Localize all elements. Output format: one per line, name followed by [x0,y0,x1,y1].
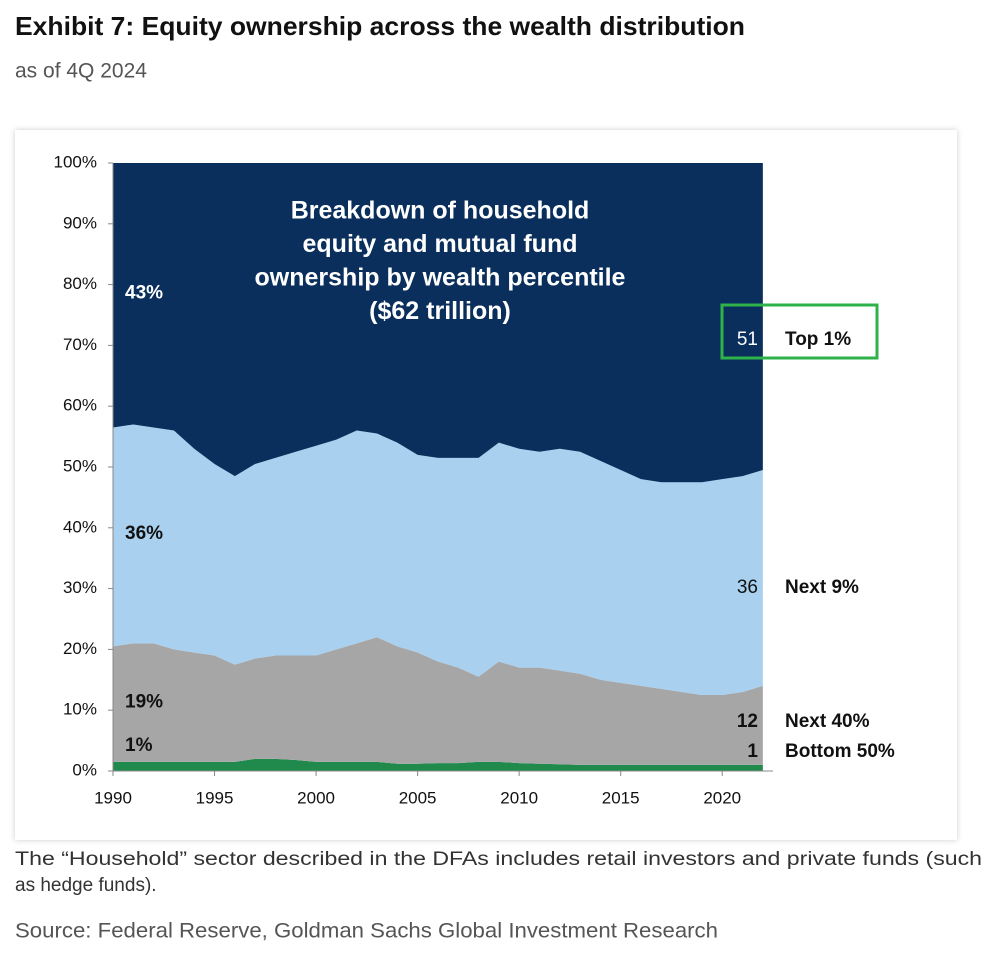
legend-label: Next 9% [785,577,859,598]
y-tick-label: 0% [72,760,97,779]
area [113,163,763,483]
y-tick-label: 30% [63,578,97,597]
start-label: 43% [125,283,163,304]
x-tick-label: 2000 [297,788,335,807]
end-value-label: 36 [737,577,758,598]
annotation: equity and mutual fund [303,230,578,258]
y-tick-label: 90% [63,213,97,232]
y-tick-label: 80% [63,274,97,293]
plot: 1% 1 Bottom 50% 19% 12 Next 40% 36% 36 Next 9% 43… [54,152,895,807]
source: Source: Federal Reserve, Goldman Sachs G… [15,920,718,943]
area [113,424,763,695]
end-value-label: 1 [747,741,758,762]
y-tick-label: 10% [63,700,97,719]
end-value-label: 12 [737,711,758,732]
x-tick-label: 1990 [94,788,132,807]
legend-label: Next 40% [785,711,870,732]
annotation: Breakdown of household [291,197,590,225]
chart-title: Exhibit 7: Equity ownership across the w… [15,11,745,41]
annotation: ($62 trillion) [369,297,511,325]
annotation: ownership by wealth percentile [255,264,626,292]
x-tick-label: 2010 [500,788,538,807]
x-tick-label: 2015 [602,788,640,807]
x-tick-label: 2020 [703,788,741,807]
start-label: 36% [125,523,163,544]
highlight-box [720,303,879,360]
start-label: 1% [125,735,153,756]
legend-label: Bottom 50% [785,741,895,762]
y-tick-label: 50% [63,456,97,475]
y-tick-label: 100% [54,152,97,171]
y-tick-label: 60% [63,396,97,415]
legend-label: Top 1% [785,329,851,350]
area [113,758,763,771]
y-tick-label: 40% [63,517,97,536]
x-tick-label: 2005 [399,788,437,807]
y-tick-label: 70% [63,335,97,354]
area [113,637,763,765]
footnote: The “Household” sector described in the … [15,849,982,870]
end-value-label: 51 [737,329,758,350]
footnote: as hedge funds). [15,875,157,896]
y-tick-label: 20% [63,639,97,658]
chart-subtitle: as of 4Q 2024 [15,60,147,83]
start-label: 19% [125,692,163,713]
x-tick-label: 1995 [196,788,234,807]
